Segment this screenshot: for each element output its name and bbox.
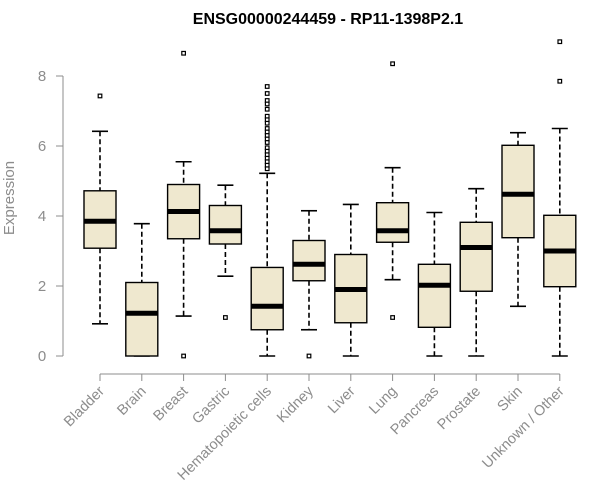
y-tick-label: 6 <box>38 138 46 155</box>
y-tick-label: 4 <box>38 208 46 225</box>
chart-title: ENSG00000244459 - RP11-1398P2.1 <box>193 11 464 28</box>
y-tick-label: 2 <box>38 278 46 295</box>
box-group <box>543 39 577 357</box>
iqr-box <box>250 266 284 331</box>
outlier-point <box>223 315 228 320</box>
outlier-point <box>264 101 270 107</box>
x-tick-label: Skin <box>495 384 526 415</box>
x-tick-label: Liver <box>325 383 359 417</box>
iqr-box <box>375 201 410 243</box>
x-tick-label: Breast <box>150 384 191 425</box>
outlier-point <box>181 353 187 359</box>
iqr-box <box>125 281 159 357</box>
y-tick-label: 0 <box>38 348 46 365</box>
outlier-point <box>306 353 312 359</box>
box-group <box>250 84 284 357</box>
outlier-point <box>264 140 270 145</box>
outlier-point <box>264 84 270 89</box>
box-group <box>375 61 410 320</box>
iqr-box <box>459 221 493 292</box>
box-group <box>334 203 368 357</box>
box-group <box>125 222 159 357</box>
box-group <box>166 50 201 359</box>
y-axis-label: Expression <box>1 161 18 235</box>
outlier-point <box>264 106 270 112</box>
box-group <box>208 184 243 320</box>
boxes-group <box>83 39 577 359</box>
box-group <box>501 131 535 308</box>
outlier-point <box>264 91 270 96</box>
y-tick-label: 8 <box>38 68 46 85</box>
x-tick-label: Brain <box>114 384 149 419</box>
outlier-point <box>264 120 270 126</box>
box-group <box>417 211 452 357</box>
y-axis: 0 2 4 6 8 <box>38 68 64 365</box>
x-tick-label: Bladder <box>61 383 108 430</box>
x-tick-label: Lung <box>366 384 400 418</box>
x-tick-label: Prostate <box>435 384 484 433</box>
iqr-box <box>292 239 326 282</box>
box-group <box>83 93 117 325</box>
outlier-point <box>97 93 103 99</box>
outlier-point <box>557 39 563 45</box>
outlier-point <box>390 315 395 320</box>
box-group <box>292 209 326 359</box>
outlier-point <box>390 61 395 67</box>
outlier-point <box>557 78 563 84</box>
iqr-box <box>208 204 243 245</box>
iqr-box <box>417 263 452 328</box>
iqr-box <box>501 144 535 239</box>
x-tick-label: Kidney <box>274 383 317 426</box>
box-group <box>459 187 493 357</box>
outlier-point <box>264 166 270 172</box>
outlier-point <box>181 50 187 56</box>
